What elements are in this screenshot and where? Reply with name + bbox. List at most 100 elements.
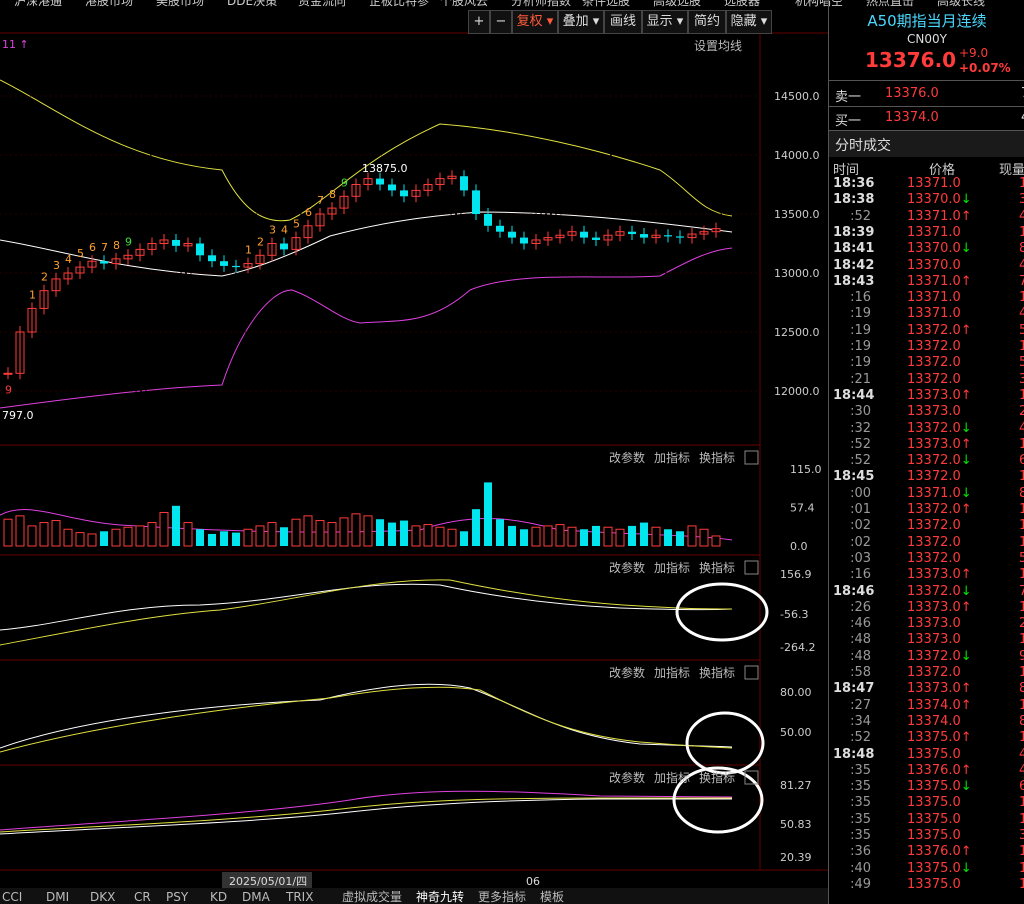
trade-time: :46 <box>850 616 871 632</box>
trade-price: 13375.0 <box>907 779 972 795</box>
indicator-tab[interactable]: DKX <box>90 890 115 904</box>
td-count: 6 <box>305 206 312 219</box>
volume-bar <box>75 532 85 547</box>
y-tick-label: 20.39 <box>780 851 812 864</box>
menu-item[interactable]: 个股风云 <box>440 0 489 8</box>
trade-time: 18:46 <box>833 583 875 599</box>
volume-bar <box>351 513 361 547</box>
ask-vol: 7 <box>1021 86 1024 101</box>
kd-k <box>0 683 733 749</box>
volume-bar <box>267 522 277 547</box>
volume-bar <box>603 526 613 547</box>
volume-bar <box>363 515 373 547</box>
menu-item[interactable]: 条件选股 <box>582 0 631 8</box>
trade-volume: 76 <box>1019 274 1024 290</box>
menu-item[interactable]: 高级长线 <box>937 0 986 8</box>
trade-price: 13370.0 <box>907 257 961 273</box>
close-button <box>744 450 759 465</box>
indicator-tab[interactable]: TRIX <box>285 890 313 904</box>
td-count: 7 <box>317 194 324 207</box>
panel-action: 换指标 <box>699 770 735 785</box>
close-button <box>744 560 759 575</box>
menu-item[interactable]: 企板比特参 <box>369 0 430 8</box>
trade-time: 18:47 <box>833 681 875 697</box>
trade-price: 13372.0 <box>907 584 972 600</box>
trade-price: 13372.0 <box>907 323 972 339</box>
y-tick-label: 13000.0 <box>774 267 820 280</box>
indicator-tab[interactable]: 虚拟成交量 <box>342 889 402 904</box>
trade-row: :02 13372.0 1 <box>829 518 1024 534</box>
trade-row: :52 13375.0 1 <box>829 730 1024 746</box>
indicator-tab[interactable]: 模板 <box>540 890 564 904</box>
indicator-tab[interactable]: KD <box>210 890 227 904</box>
indicator-tab[interactable]: PSY <box>166 890 189 904</box>
toolbar-button[interactable]: 复权 ▾ <box>512 10 558 34</box>
menu-item[interactable]: 机构唱空 <box>795 0 844 8</box>
y-tick-label: 0.0 <box>790 540 808 553</box>
volume-bar <box>159 512 169 547</box>
toolbar-button[interactable]: 画线 <box>604 10 642 34</box>
menu-item[interactable]: 分析师指数 <box>511 0 572 8</box>
volume-bar <box>472 509 480 546</box>
volume-bar <box>376 519 384 546</box>
indicator-tab[interactable]: CCI <box>2 890 22 904</box>
trade-price: 13373.0 <box>907 388 972 404</box>
trade-row: 18:45 13372.0 1 <box>829 469 1024 485</box>
toolbar-button[interactable]: 简约 <box>688 10 726 34</box>
trade-time: :16 <box>850 567 871 583</box>
trade-time: :26 <box>850 599 871 615</box>
trade-volume: 10 <box>1019 812 1024 828</box>
trade-volume: 5 <box>1019 355 1024 371</box>
menu-item[interactable]: 热点直击 <box>866 0 915 8</box>
trade-volume: 1 <box>1019 176 1024 192</box>
highlight-circle <box>685 711 765 775</box>
trade-volume: 5 <box>1019 551 1024 567</box>
trade-row: 18:42 13370.0 4 <box>829 258 1024 274</box>
indicator-tab[interactable]: DMA <box>242 890 271 904</box>
indicator-tab[interactable]: CR <box>134 890 151 904</box>
ma-setting[interactable]: 设置均线 <box>694 39 742 53</box>
trade-price: 13372.0 <box>907 453 972 469</box>
toolbar-button[interactable]: 隐藏 ▾ <box>726 10 772 34</box>
toolbar-button[interactable]: − <box>490 10 512 34</box>
menu-item[interactable]: DDE决策 <box>227 0 278 8</box>
volume-bar <box>3 518 13 547</box>
trade-time: :03 <box>850 550 871 566</box>
toolbar-button[interactable]: + <box>468 10 490 34</box>
trade-row: 18:43 13371.0 76 <box>829 274 1024 290</box>
trade-volume: 3 <box>1019 828 1024 844</box>
menu-item[interactable]: 选股器 <box>724 0 761 8</box>
trade-row: :40 13375.0 1 <box>829 861 1024 877</box>
last-price: 13376.0 <box>865 48 957 72</box>
trade-price: 13373.0 <box>907 404 961 420</box>
menu-item[interactable]: 资金流向 <box>298 0 347 8</box>
trade-time: :35 <box>850 828 871 843</box>
indicator-tab[interactable]: DMI <box>46 890 69 904</box>
volume-bar <box>255 525 265 547</box>
trade-row: :02 13372.0 1 <box>829 535 1024 551</box>
toolbar-button[interactable]: 显示 ▾ <box>642 10 688 34</box>
td-count: 4 <box>65 253 72 266</box>
volume-bar <box>711 535 721 547</box>
trade-row: :48 13373.0 1 <box>829 632 1024 648</box>
volume-bar <box>208 533 216 546</box>
menu-item[interactable]: 沪深港通 <box>14 0 63 8</box>
trade-row: :19 13372.0 5 <box>829 355 1024 371</box>
trade-volume: 2 <box>1019 404 1024 420</box>
panel-action: 加指标 <box>654 770 690 785</box>
trade-price: 13375.0 <box>907 795 961 811</box>
indicator-tab[interactable]: 更多指标 <box>478 889 526 904</box>
trade-row: :16 13373.0 1 <box>829 567 1024 583</box>
menu-item[interactable]: 港股市场 <box>85 0 134 8</box>
trade-row: :35 13375.0 1 <box>829 795 1024 811</box>
toolbar-button[interactable]: 叠加 ▾ <box>558 10 604 34</box>
menu-item[interactable]: 美股市场 <box>156 0 205 8</box>
volume-bar <box>123 526 133 547</box>
td-count: 3 <box>269 224 276 237</box>
volume-bar <box>592 525 600 546</box>
indicator-tab[interactable]: 神奇九转 <box>416 889 464 904</box>
trade-volume: 44 <box>1019 421 1024 437</box>
col-header: 时间 <box>833 163 860 178</box>
low-label: 797.0 <box>2 409 34 422</box>
menu-item[interactable]: 高级选股 <box>653 0 702 8</box>
